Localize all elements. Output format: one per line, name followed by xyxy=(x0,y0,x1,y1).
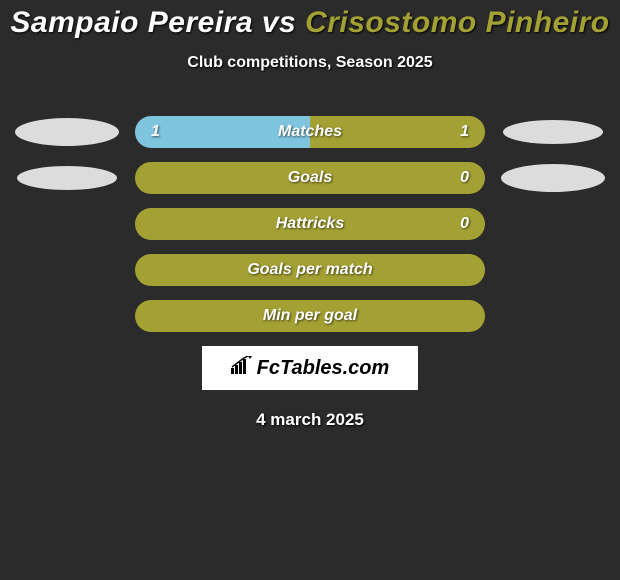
stat-bar: Goals per match xyxy=(135,254,485,286)
title: Sampaio Pereira vs Crisostomo Pinheiro xyxy=(0,0,620,40)
flag-slot-right xyxy=(501,116,605,148)
stat-row: Matches1 1 xyxy=(0,116,620,148)
player1-name: Sampaio Pereira xyxy=(10,6,253,39)
subtitle: Club competitions, Season 2025 xyxy=(0,54,620,72)
flag-slot-right xyxy=(501,208,605,240)
stat-label: Goals per match xyxy=(135,254,485,286)
stat-label: Matches xyxy=(135,116,485,148)
stat-value-left: 1 xyxy=(151,116,160,148)
brand-box: FcTables.com xyxy=(202,346,418,390)
stats-list: Matches11Goals0Hattricks0Goals per match… xyxy=(0,116,620,332)
brand-text: FcTables.com xyxy=(257,357,390,380)
stat-row: Hattricks0 xyxy=(0,208,620,240)
stat-row: Goals per match xyxy=(0,254,620,286)
flag-slot-left xyxy=(15,300,119,332)
flag-ellipse xyxy=(15,118,119,146)
stat-value-right: 1 xyxy=(460,116,469,148)
stat-bar: Min per goal xyxy=(135,300,485,332)
date-text: 4 march 2025 xyxy=(0,410,620,430)
stat-value-right: 0 xyxy=(460,208,469,240)
flag-slot-left xyxy=(15,116,119,148)
flag-slot-right xyxy=(501,162,605,194)
stat-bar: Goals0 xyxy=(135,162,485,194)
flag-ellipse xyxy=(503,120,603,144)
stat-label: Goals xyxy=(135,162,485,194)
flag-slot-right xyxy=(501,254,605,286)
flag-slot-left xyxy=(15,162,119,194)
stat-value-right: 0 xyxy=(460,162,469,194)
stat-label: Hattricks xyxy=(135,208,485,240)
flag-ellipse xyxy=(501,164,605,192)
brand-inner: FcTables.com xyxy=(231,356,390,380)
comparison-card: Sampaio Pereira vs Crisostomo Pinheiro C… xyxy=(0,0,620,580)
vs-text: vs xyxy=(262,6,296,39)
stat-label: Min per goal xyxy=(135,300,485,332)
brand-chart-icon xyxy=(231,356,253,374)
flag-slot-right xyxy=(501,300,605,332)
flag-slot-left xyxy=(15,208,119,240)
player2-name: Crisostomo Pinheiro xyxy=(305,6,610,39)
stat-row: Min per goal xyxy=(0,300,620,332)
flag-ellipse xyxy=(17,166,117,190)
stat-bar: Matches1 1 xyxy=(135,116,485,148)
stat-row: Goals0 xyxy=(0,162,620,194)
flag-slot-left xyxy=(15,254,119,286)
stat-bar: Hattricks0 xyxy=(135,208,485,240)
